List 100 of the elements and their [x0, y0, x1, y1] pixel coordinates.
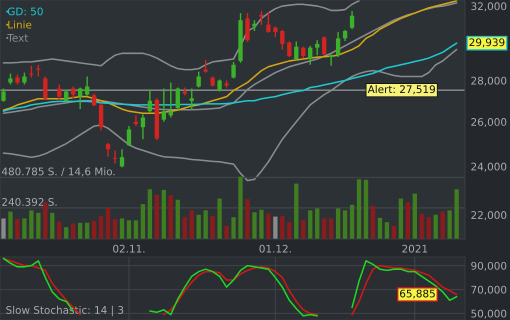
bar [426, 217, 431, 239]
bar [8, 212, 13, 239]
candlestick [29, 65, 34, 78]
bar [252, 212, 257, 239]
candlestick [126, 125, 132, 147]
y-tick-label: 24,000 [471, 162, 506, 172]
bar [406, 202, 410, 239]
candlestick [210, 76, 215, 88]
candlestick [342, 29, 348, 42]
annotation: 65,885 [400, 290, 435, 299]
bar [259, 210, 264, 239]
candlestick [15, 74, 20, 86]
bar [420, 213, 424, 239]
x-tick-label: 02.11. [113, 244, 144, 253]
bar [204, 210, 208, 239]
bar [273, 216, 278, 239]
y-tick-label: 50,000 [471, 310, 506, 319]
bar [266, 213, 271, 239]
bar [336, 208, 340, 239]
candlestick [204, 59, 208, 74]
bar [287, 222, 292, 239]
bar [84, 222, 90, 239]
candlestick [217, 78, 222, 92]
bar [190, 210, 194, 239]
bar [182, 217, 187, 239]
bar [148, 189, 152, 239]
candlestick [196, 70, 201, 88]
x-tick-label: 2021 [402, 244, 428, 253]
candlestick [328, 54, 334, 66]
bar [50, 212, 54, 239]
bar [440, 212, 445, 239]
legend-label: Text [7, 34, 28, 42]
bar [315, 208, 320, 239]
bar [57, 222, 62, 239]
bar [301, 220, 306, 239]
candlestick [71, 86, 76, 99]
bar [245, 199, 250, 239]
bar [210, 216, 215, 239]
bar [176, 200, 180, 239]
candlestick [168, 82, 173, 118]
candlestick [273, 26, 278, 38]
ref-line-label: Alert: 27,519 [368, 85, 435, 94]
candlestick [92, 92, 96, 107]
bar [328, 218, 334, 239]
bar [364, 180, 368, 239]
bar [350, 204, 354, 239]
bar [280, 216, 285, 239]
ref-line-label: 480.785 S. / 14,6 Mio. [2, 167, 115, 176]
candlestick [84, 76, 90, 96]
bar [384, 222, 390, 239]
candlestick [294, 40, 298, 61]
candlestick [231, 61, 236, 80]
candlestick [266, 12, 271, 34]
bar [98, 216, 104, 239]
line-series [2, 0, 360, 70]
candlestick [336, 31, 340, 58]
candlestick [8, 72, 13, 86]
bar [434, 214, 438, 239]
bar [356, 179, 362, 239]
candlestick [1, 88, 6, 102]
candlestick [350, 10, 354, 30]
candlestick [301, 46, 306, 59]
ref-line-label: 240.392 S. [2, 198, 57, 206]
line-series [2, 42, 458, 112]
bar [92, 220, 96, 239]
bar [71, 223, 76, 239]
bar [1, 218, 6, 239]
candlestick [162, 88, 166, 122]
bar [231, 217, 236, 239]
y-tick-label: 32,000 [471, 2, 506, 12]
y-tick-label: 70,000 [471, 286, 506, 295]
bar [378, 218, 382, 239]
bar [370, 206, 376, 239]
candlestick [22, 72, 27, 86]
bar [112, 219, 118, 239]
candlestick [190, 88, 194, 111]
candlestick [106, 142, 110, 158]
candlestick [43, 76, 48, 100]
bar [43, 202, 48, 239]
candlestick [120, 148, 124, 168]
candlestick [315, 39, 320, 56]
candlestick [36, 64, 41, 78]
bar [120, 218, 124, 239]
candlestick [280, 29, 285, 50]
bar [412, 194, 417, 239]
y-tick-label: 28,000 [471, 76, 506, 86]
x-tick-label: 01.12. [259, 244, 291, 253]
candlestick [176, 86, 180, 111]
candlestick [112, 150, 118, 164]
annotation: 29,939 [469, 38, 504, 48]
bar [78, 222, 82, 239]
y-tick-label: 90,000 [471, 262, 506, 271]
legend-label: GD: 50 [8, 7, 43, 16]
bar [398, 198, 404, 239]
candlestick [140, 114, 146, 140]
candlestick [57, 84, 62, 101]
bar [196, 214, 201, 239]
bar [322, 218, 326, 239]
candlestick [64, 88, 68, 102]
bar [308, 210, 312, 239]
